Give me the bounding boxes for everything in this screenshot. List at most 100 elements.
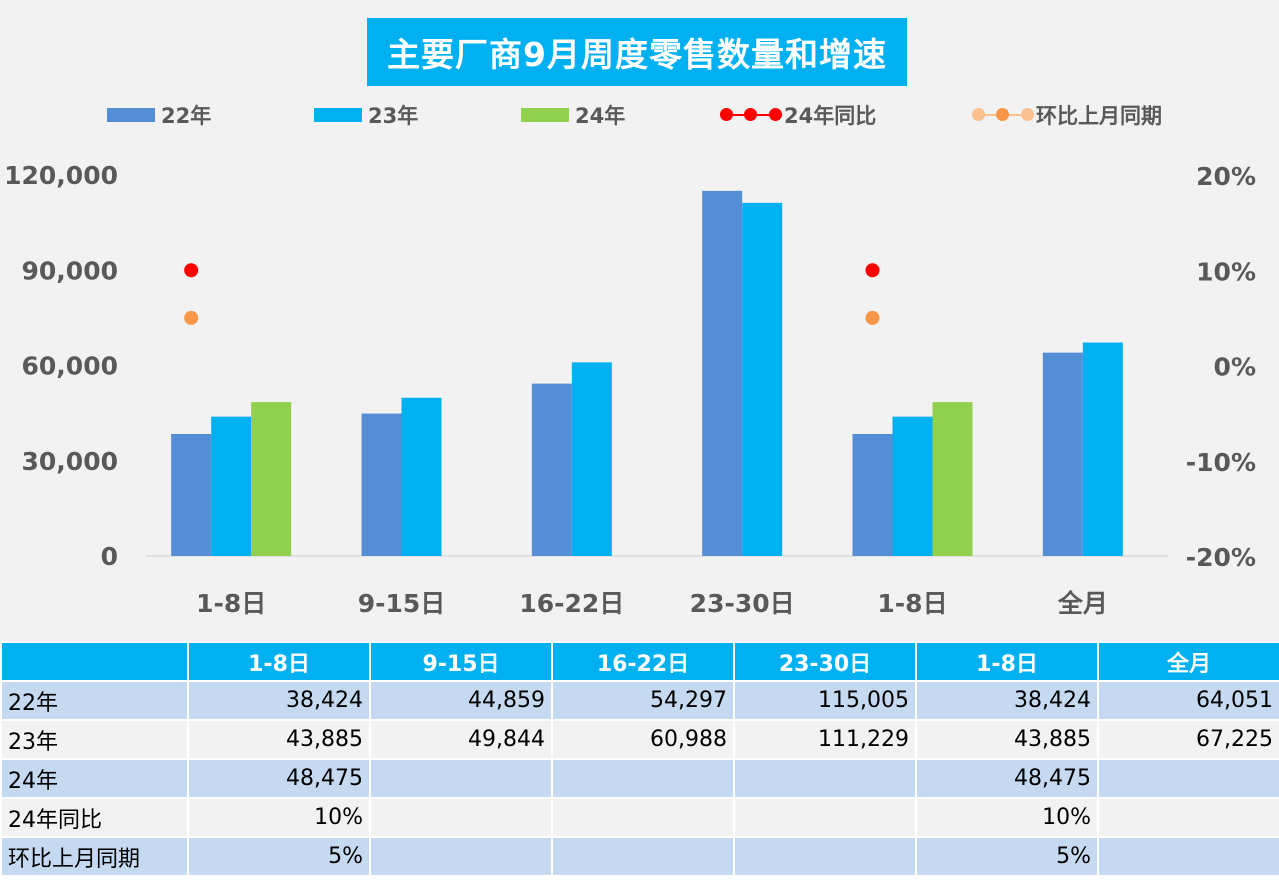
bar-23年 [211,416,252,556]
table-cell: 10% [915,797,1099,838]
y-left-tick-label: 0 [101,542,118,571]
table-cell: 111,229 [733,719,917,760]
y-left-tick-label: 30,000 [22,447,118,476]
table-header-cell: 16-22日 [551,641,735,682]
table-row: 22年 38,424 44,859 54,297 115,005 38,424 … [0,680,1279,721]
table-header-cell: 1-8日 [187,641,371,682]
table-cell [551,797,735,838]
table-row: 24年同比 10% 10% [0,797,1279,838]
legend-label-yoy: 24年同比 [784,104,877,128]
bar-22年 [361,413,402,556]
row-label: 23年 [0,719,189,760]
table-header-cell: 23-30日 [733,641,917,682]
legend-swatch-22 [107,108,155,122]
legend-label-23: 23年 [368,104,419,128]
table-cell: 10% [187,797,371,838]
table-cell: 60,988 [551,719,735,760]
y-left-tick-label: 90,000 [22,256,118,285]
legend-item-24: 24年 [521,100,625,130]
bar-23年 [892,416,933,556]
data-table: 1-8日 9-15日 16-22日 23-30日 1-8日 全月 22年 38,… [0,641,1279,877]
y-right-tick-label: 0% [1214,353,1256,382]
table-cell: 54,297 [551,680,735,721]
chart-title: 主要厂商9月周度零售数量和增速 [367,18,907,86]
row-label: 环比上月同期 [0,836,189,877]
bar-23年 [401,397,442,556]
bar-24年 [932,402,973,556]
table-cell [369,797,553,838]
table-cell: 115,005 [733,680,917,721]
table-cell: 48,475 [915,758,1099,799]
table-cell: 38,424 [187,680,371,721]
x-tick-label: 9-15日 [358,589,446,618]
x-tick-label: 1-8日 [877,589,947,618]
table-header-cell: 全月 [1097,641,1279,682]
y-left-tick-label: 120,000 [4,161,118,190]
table-cell: 43,885 [187,719,371,760]
table-row: 环比上月同期 5% 5% [0,836,1279,877]
table-cell [733,797,917,838]
chart-plot: 0 30,000 60,000 90,000 120,000 -20% -10% 0% 10% 2… [4,161,1256,618]
bar-22年 [702,190,743,556]
legend-item-23: 23年 [314,100,418,130]
bar-22年 [852,434,893,556]
point-环比上月同期 [865,310,880,325]
table-row: 23年 43,885 49,844 60,988 111,229 43,885 … [0,719,1279,760]
table-cell: 5% [187,836,371,877]
legend-item-22: 22年 [107,100,211,130]
legend-swatch-24 [521,108,569,122]
table-row: 24年 48,475 48,475 [0,758,1279,799]
bar-24年 [251,402,292,556]
y-right-tick-label: -20% [1186,543,1256,572]
legend-item-mom: 环比上月同期 [972,100,1162,130]
bar-23年 [1082,342,1123,556]
table-cell [1097,836,1279,877]
table-cell: 44,859 [369,680,553,721]
table-header-row: 1-8日 9-15日 16-22日 23-30日 1-8日 全月 [0,641,1279,682]
y-right-tick-label: -10% [1186,448,1256,477]
point-环比上月同期 [184,310,199,325]
table-cell [733,836,917,877]
table-cell: 43,885 [915,719,1099,760]
row-label: 22年 [0,680,189,721]
table-cell [369,836,553,877]
table-header-cell: 1-8日 [915,641,1099,682]
x-tick-label: 1-8日 [196,589,266,618]
legend-swatch-23 [314,108,362,122]
table-cell: 38,424 [915,680,1099,721]
legend-label-mom: 环比上月同期 [1036,104,1162,128]
table-cell [551,836,735,877]
y-left-tick-label: 60,000 [22,352,118,381]
x-tick-label: 23-30日 [690,589,795,618]
row-label: 24年同比 [0,797,189,838]
table-cell: 64,051 [1097,680,1279,721]
y-right-tick-label: 20% [1196,162,1256,191]
bar-22年 [171,434,212,556]
table-cell: 5% [915,836,1099,877]
x-tick-label: 全月 [1057,589,1108,618]
row-label: 24年 [0,758,189,799]
legend-item-yoy: 24年同比 [720,100,876,130]
legend-label-24: 24年 [575,104,626,128]
legend: 22年 23年 24年 24年同比 环比上月同期 [0,100,1279,130]
table-cell [551,758,735,799]
table-header-cell: 9-15日 [369,641,553,682]
legend-swatch-mom [972,108,1034,122]
table-cell: 49,844 [369,719,553,760]
legend-label-22: 22年 [161,104,212,128]
bar-23年 [742,202,783,556]
table-cell: 67,225 [1097,719,1279,760]
y-right-tick-label: 10% [1196,257,1256,286]
point-24年同比 [184,263,199,278]
table-cell [733,758,917,799]
chart-area: 主要厂商9月周度零售数量和增速 22年 23年 24年 24年同比 环比上月同期… [0,0,1279,641]
bar-22年 [531,383,572,556]
table-cell [1097,797,1279,838]
bar-22年 [1042,352,1083,556]
bar-23年 [571,362,612,556]
point-24年同比 [865,263,880,278]
table-cell [1097,758,1279,799]
legend-swatch-yoy [720,108,782,122]
table-cell [369,758,553,799]
x-tick-label: 16-22日 [519,589,624,618]
